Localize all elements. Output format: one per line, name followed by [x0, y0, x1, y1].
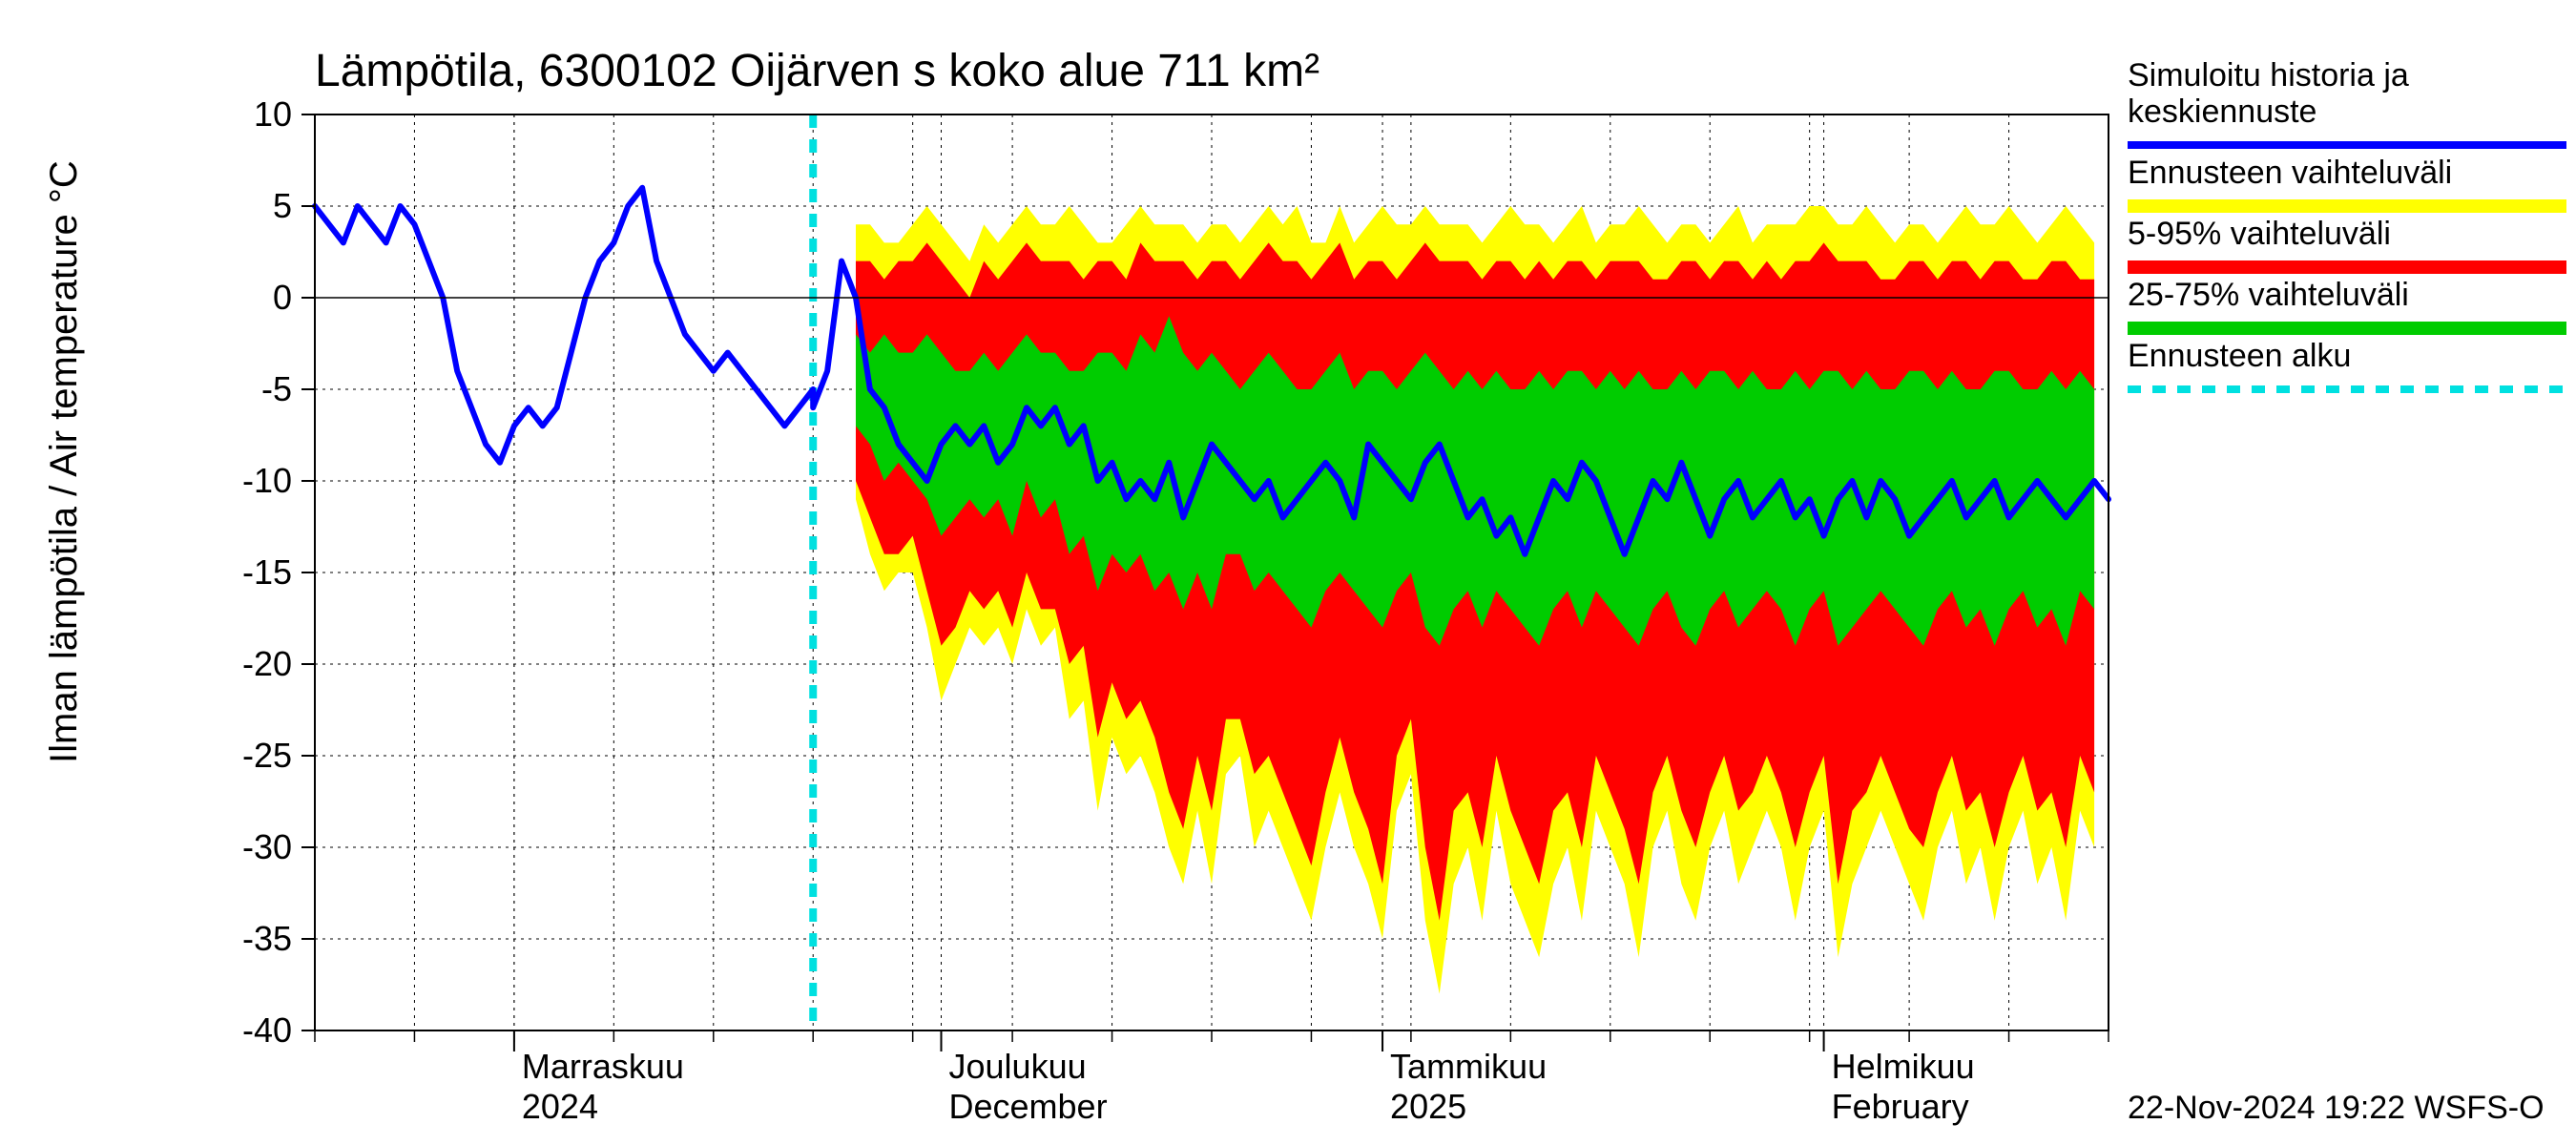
legend-label: 25-75% vaihteluväli: [2128, 277, 2409, 313]
x-month-label-bottom: 2025: [1390, 1087, 1466, 1126]
y-axis-title: Ilman lämpötila / Air temperature °C: [43, 160, 85, 763]
y-tick-label: -25: [242, 736, 292, 775]
y-tick-label: -10: [242, 461, 292, 500]
legend-label: Ennusteen vaihteluväli: [2128, 155, 2452, 191]
legend-label: Ennusteen alku: [2128, 338, 2351, 374]
legend-label: Simuloitu historia ja: [2128, 57, 2409, 94]
x-month-label-bottom: 2024: [522, 1087, 598, 1126]
x-month-label-top: Marraskuu: [522, 1047, 684, 1086]
chart-svg: 10 5 0 -5 -10 -15 -20 -25 -30 -35 -40 Marraskuu2024…: [0, 0, 2576, 1145]
footer-timestamp: 22-Nov-2024 19:22 WSFS-O: [2128, 1090, 2545, 1126]
legend-label: keskiennuste: [2128, 94, 2316, 130]
x-month-label-top: Joulukuu: [949, 1047, 1087, 1086]
y-tick-label: -40: [242, 1010, 292, 1050]
y-tick-label: -20: [242, 644, 292, 683]
x-month-label-bottom: December: [949, 1087, 1108, 1126]
y-tick-label: -35: [242, 919, 292, 958]
x-month-label-top: Helmikuu: [1832, 1047, 1975, 1086]
y-tick-label: 5: [273, 186, 292, 225]
y-tick-label: -30: [242, 827, 292, 866]
y-tick-label: 0: [273, 278, 292, 317]
legend-label: 5-95% vaihteluväli: [2128, 216, 2391, 252]
x-month-label-top: Tammikuu: [1390, 1047, 1547, 1086]
y-tick-label: -15: [242, 552, 292, 592]
y-tick-label: 10: [254, 94, 292, 134]
temperature-forecast-chart: 10 5 0 -5 -10 -15 -20 -25 -30 -35 -40 Marraskuu2024…: [0, 0, 2576, 1145]
y-tick-label: -5: [261, 369, 292, 408]
chart-title: Lämpötila, 6300102 Oijärven s koko alue …: [315, 46, 1319, 96]
x-month-label-bottom: February: [1832, 1087, 1969, 1126]
